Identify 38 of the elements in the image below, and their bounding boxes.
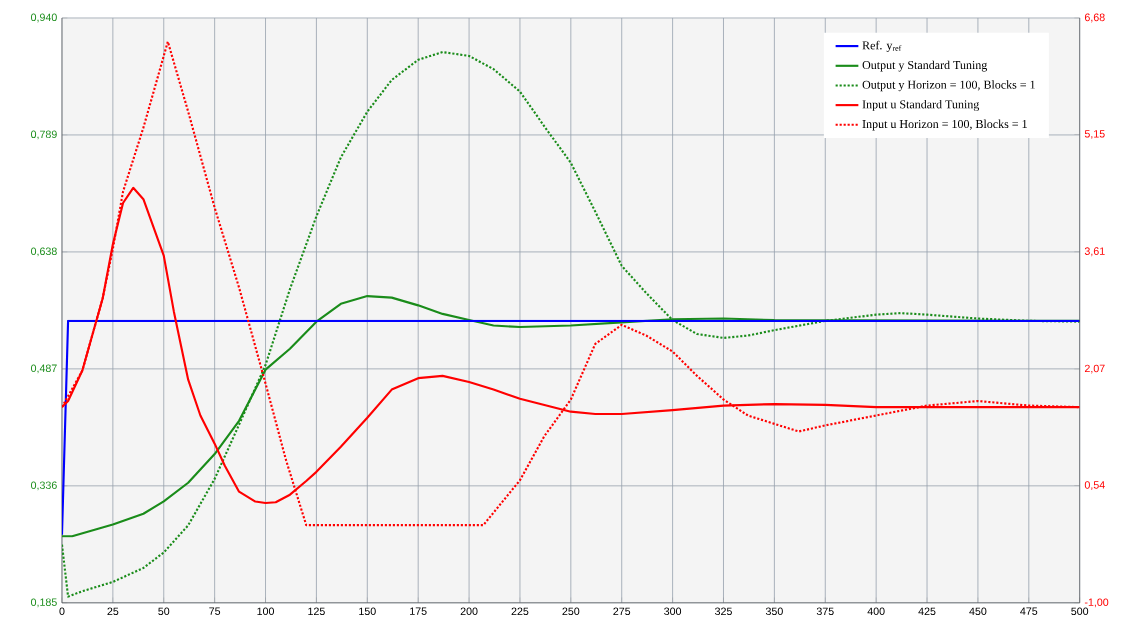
legend-label: Input u Horizon = 100, Blocks = 1 xyxy=(862,119,1027,131)
x-tick-label: 200 xyxy=(460,607,478,616)
legend-label: Ref. y$_{ref}$ xyxy=(862,40,902,52)
x-tick-label: 275 xyxy=(613,607,631,616)
x-tick-label: 450 xyxy=(969,607,987,616)
x-tick-label: 0 xyxy=(59,607,65,616)
x-tick-label: 50 xyxy=(158,607,170,616)
y-tick-label: 0,487 xyxy=(31,364,57,374)
x-tick-label: 300 xyxy=(664,607,682,616)
legend-label: Input u Standard Tuning xyxy=(862,100,980,111)
y2-tick-label: 6,68 xyxy=(1084,13,1105,23)
x-tick-label: 375 xyxy=(816,607,834,616)
y2-tick-label: 0,54 xyxy=(1084,481,1105,491)
y-tick-label: 0,185 xyxy=(31,598,57,608)
legend-label: Output y Horizon = 100, Blocks = 1 xyxy=(862,80,1035,92)
x-tick-label: 425 xyxy=(918,607,936,616)
y2-tick-label: 5,15 xyxy=(1084,130,1105,139)
y2-tick-label: 2,07 xyxy=(1084,364,1105,374)
x-tick-label: 250 xyxy=(562,607,580,616)
y-tick-label: 0,940 xyxy=(31,13,57,23)
x-tick-label: 75 xyxy=(209,607,221,616)
x-tick-label: 150 xyxy=(359,607,376,616)
y-tick-label: 0,336 xyxy=(31,481,57,491)
x-tick-label: 325 xyxy=(715,607,732,616)
x-tick-label: 500 xyxy=(1071,607,1089,616)
x-tick-label: 350 xyxy=(765,607,783,616)
legend-label: Output y Standard Tuning xyxy=(862,60,988,72)
x-tick-label: 175 xyxy=(410,607,427,616)
y2-tick-label: 3,61 xyxy=(1084,247,1105,257)
y-tick-label: 0,638 xyxy=(31,247,57,257)
x-tick-label: 100 xyxy=(257,607,275,616)
x-tick-label: 125 xyxy=(308,607,325,616)
x-tick-label: 400 xyxy=(867,607,885,616)
x-tick-label: 225 xyxy=(511,607,529,616)
y-tick-label: 0,789 xyxy=(31,130,57,140)
x-tick-label: 25 xyxy=(107,607,119,616)
y2-tick-label: -1,00 xyxy=(1084,598,1109,608)
x-tick-label: 475 xyxy=(1020,607,1038,616)
